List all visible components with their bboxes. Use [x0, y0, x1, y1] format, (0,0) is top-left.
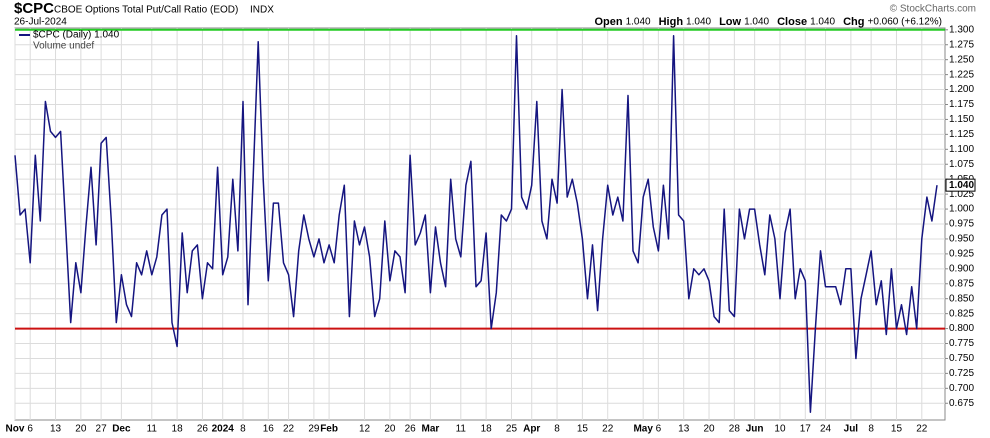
- copyright: © StockCharts.com: [890, 4, 976, 15]
- y-tick-label: 1.100: [949, 144, 974, 155]
- x-tick-label: 11: [147, 424, 158, 435]
- series-line: [14, 35, 938, 413]
- date: 26-Jul-2024: [14, 17, 67, 28]
- x-tick-label: Apr: [523, 424, 540, 435]
- x-tick-label: 22: [602, 424, 614, 435]
- x-tick-label: 22: [916, 424, 928, 435]
- x-tick-label: 13: [678, 424, 690, 435]
- y-tick-label: 0.825: [949, 308, 974, 319]
- x-tick-label: 27: [96, 424, 108, 435]
- x-tick-label: 29: [308, 424, 320, 435]
- quote-label: Open: [594, 16, 622, 28]
- x-tick-label: 20: [75, 424, 87, 435]
- x-tick-label: 8: [868, 424, 874, 435]
- exchange: INDX: [250, 5, 274, 16]
- y-tick-label: 1.150: [949, 114, 974, 125]
- legend-label: $CPC (Daily) 1.040: [33, 30, 120, 41]
- y-tick-label: 0.750: [949, 353, 974, 364]
- y-tick-label: 1.300: [949, 24, 974, 35]
- x-tick-label: 11: [456, 424, 467, 435]
- y-tick-label: 0.775: [949, 338, 974, 349]
- marks: [14, 28, 945, 413]
- y-tick-label: 0.900: [949, 263, 974, 274]
- y-tick-label: 1.200: [949, 84, 974, 95]
- x-tick-label: 6: [656, 424, 662, 435]
- y-tick-label: 0.725: [949, 368, 974, 379]
- x-tick-label: 20: [384, 424, 396, 435]
- x-tick-label: Dec: [112, 424, 131, 435]
- quote-value: +0.060 (+6.12%): [868, 17, 943, 28]
- x-tick-label: 6: [27, 424, 33, 435]
- y-tick-label: 0.950: [949, 234, 974, 245]
- quote-label: Low: [719, 16, 741, 28]
- x-tick-label: 15: [891, 424, 903, 435]
- x-tick-label: 26: [197, 424, 209, 435]
- x-tick-label: 8: [554, 424, 560, 435]
- y-tick-label: 1.000: [949, 204, 974, 215]
- x-tick-label: 17: [800, 424, 812, 435]
- x-tick-label: 24: [820, 424, 832, 435]
- legend-volume: Volume undef: [33, 41, 94, 52]
- x-tick-label: Jul: [844, 424, 859, 435]
- x-tick-label: 25: [506, 424, 518, 435]
- x-tick-label: Jun: [746, 424, 764, 435]
- quote-value: 1.040: [626, 17, 651, 28]
- x-tick-label: 22: [283, 424, 295, 435]
- quote-label: Chg: [843, 16, 864, 28]
- x-tick-label: 15: [577, 424, 589, 435]
- last-value-label: 1.040: [949, 180, 974, 191]
- y-tick-label: 1.075: [949, 159, 974, 170]
- x-tick-label: 10: [774, 424, 786, 435]
- y-tick-label: 1.025: [949, 189, 974, 200]
- x-tick-label: 16: [263, 424, 275, 435]
- x-tick-label: 18: [172, 424, 184, 435]
- y-tick-label: 1.225: [949, 69, 974, 80]
- x-tick-label: 12: [359, 424, 371, 435]
- y-tick-label: 0.925: [949, 249, 974, 260]
- symbol: $CPC: [14, 0, 54, 17]
- y-tick-label: 0.975: [949, 219, 974, 230]
- quote-value: 1.040: [744, 17, 769, 28]
- quote-label: High: [659, 16, 684, 28]
- last-value-box: [945, 178, 976, 192]
- quote-label: Close: [777, 16, 807, 28]
- quote-value: 1.040: [810, 17, 835, 28]
- x-tick-label: 13: [50, 424, 62, 435]
- y-tick-label: 0.875: [949, 278, 974, 289]
- y-tick-label: 1.250: [949, 54, 974, 65]
- y-tick-label: 0.800: [949, 323, 974, 334]
- y-tick-label: 0.850: [949, 293, 974, 304]
- quote-value: 1.040: [686, 17, 711, 28]
- x-tick-label: 8: [240, 424, 246, 435]
- subtitle: CBOE Options Total Put/Call Ratio (EOD): [54, 5, 238, 16]
- x-tick-label: Mar: [422, 424, 440, 435]
- y-tick-label: 0.675: [949, 398, 974, 409]
- x-tick-label: 28: [729, 424, 741, 435]
- y-tick-label: 0.700: [949, 383, 974, 394]
- y-tick-label: 1.125: [949, 129, 974, 140]
- x-tick-label: Feb: [320, 424, 338, 435]
- y-tick-label: 1.275: [949, 39, 974, 50]
- x-tick-label: May: [633, 424, 653, 435]
- x-tick-label: Nov: [6, 424, 25, 435]
- x-tick-label: 20: [703, 424, 715, 435]
- x-tick-label: 26: [405, 424, 417, 435]
- y-tick-label: 1.175: [949, 99, 974, 110]
- x-tick-label: 18: [481, 424, 493, 435]
- quote: +0.060 (+6.12%)Chg1.040Close1.040Low1.04…: [594, 16, 942, 28]
- x-tick-label: 2024: [212, 424, 235, 435]
